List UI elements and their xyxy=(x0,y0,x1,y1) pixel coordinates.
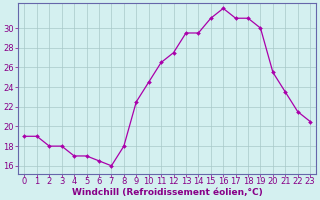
X-axis label: Windchill (Refroidissement éolien,°C): Windchill (Refroidissement éolien,°C) xyxy=(72,188,263,197)
